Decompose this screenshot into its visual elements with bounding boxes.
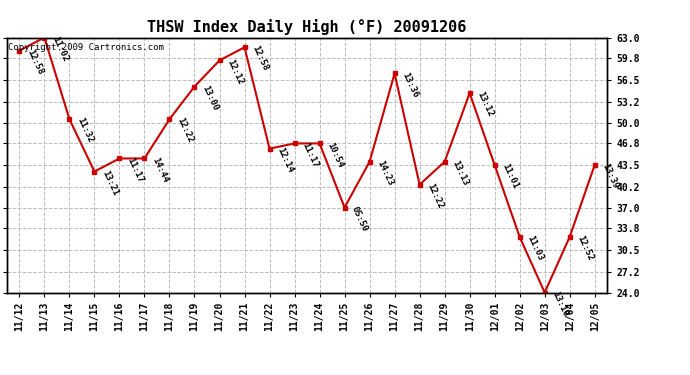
Text: 12:12: 12:12 [225,58,244,86]
Text: 12:14: 12:14 [275,146,295,174]
Text: 13:12: 13:12 [475,90,495,118]
Text: 14:23: 14:23 [375,159,395,187]
Text: 12:58: 12:58 [25,48,44,76]
Text: 13:10: 13:10 [550,290,570,318]
Text: 14:44: 14:44 [150,156,170,184]
Text: 12:52: 12:52 [575,234,595,262]
Text: 13:00: 13:00 [200,84,219,112]
Text: 13:21: 13:21 [100,169,119,197]
Text: Copyright 2009 Cartronics.com: Copyright 2009 Cartronics.com [8,43,164,52]
Text: 11:03: 11:03 [525,234,544,262]
Text: 13:39: 13:39 [600,162,620,190]
Text: 11:01: 11:01 [500,162,520,190]
Text: 11:17: 11:17 [125,156,144,184]
Text: 05:50: 05:50 [350,205,370,233]
Text: 12:58: 12:58 [250,45,270,73]
Text: 13:36: 13:36 [400,70,420,99]
Text: 12:22: 12:22 [175,117,195,145]
Text: 10:54: 10:54 [325,141,344,169]
Title: THSW Index Daily High (°F) 20091206: THSW Index Daily High (°F) 20091206 [148,19,466,35]
Text: 13:13: 13:13 [450,159,470,187]
Text: 11:17: 11:17 [300,141,319,169]
Text: 12:22: 12:22 [425,182,444,210]
Text: 11:32: 11:32 [75,117,95,145]
Text: 11:02: 11:02 [50,35,70,63]
